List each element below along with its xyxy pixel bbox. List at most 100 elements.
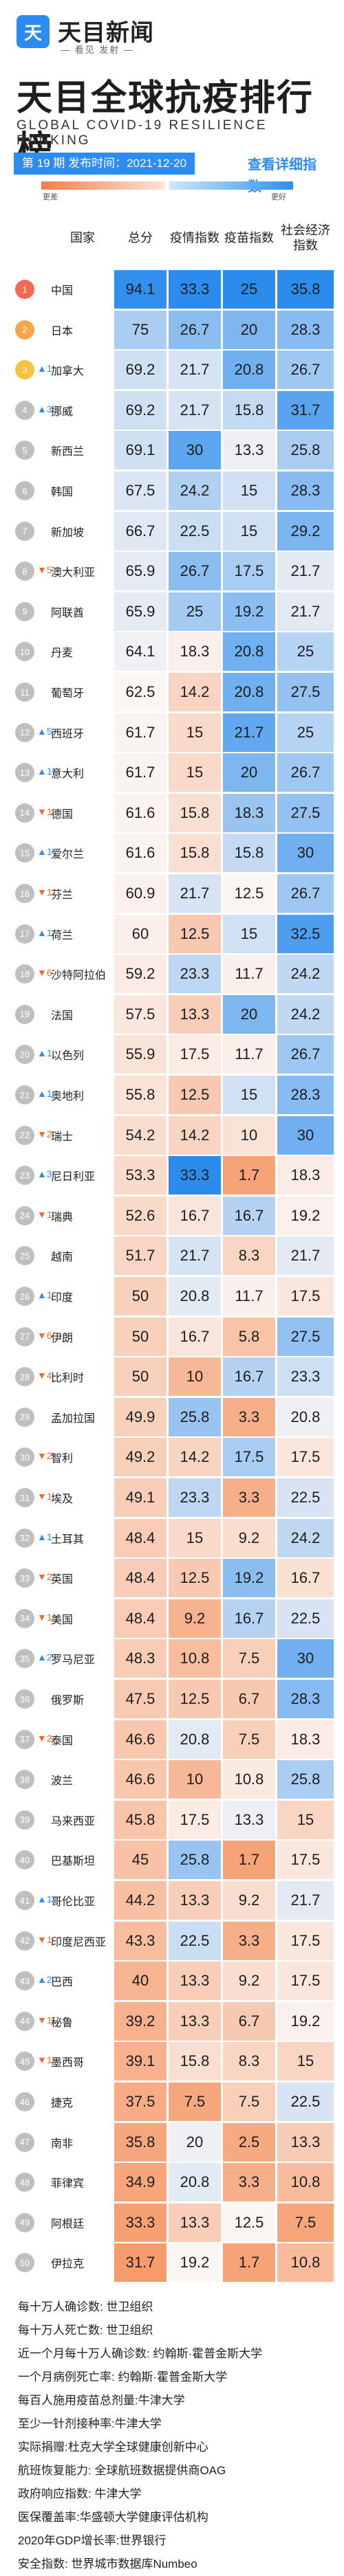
country-name: 罗马尼亚 xyxy=(51,1654,96,1667)
rank-change: ▲3 xyxy=(37,1168,52,1180)
epidemic-index-cell: 12.5 xyxy=(169,1680,221,1718)
rank-badge: 46 xyxy=(15,2092,34,2111)
epidemic-index-cell: 13.3 xyxy=(169,1962,221,2001)
country-name: 荷兰 xyxy=(51,929,74,942)
rank-badge: 41 xyxy=(15,1891,34,1910)
rank-badge: 19 xyxy=(15,1004,34,1024)
vaccine-index-cell: 13.3 xyxy=(223,1800,275,1839)
vaccine-index-cell: 9.2 xyxy=(223,1962,275,2001)
socioeconomic-index-cell: 28.3 xyxy=(277,1076,334,1114)
rank-badge: 2 xyxy=(15,320,34,340)
country-name: 智利 xyxy=(51,1453,74,1465)
page-subtitle: GLOBAL COVID-19 RESILIENCE RANKING xyxy=(17,118,268,148)
rank-change: ▼1 xyxy=(37,2014,52,2025)
table-row: 29 孟加拉国 49.9 25.8 3.3 20.8 xyxy=(10,1397,334,1437)
total-score-cell: 66.7 xyxy=(114,511,166,551)
table-row: 23 ▲3 尼日利亚 53.3 33.3 1.7 18.3 xyxy=(10,1155,334,1195)
socioeconomic-index-cell: 19.2 xyxy=(277,1196,334,1235)
total-score-cell: 61.7 xyxy=(114,753,166,792)
rank-badge: 16 xyxy=(15,884,34,903)
vaccine-index-cell: 16.7 xyxy=(223,1357,275,1397)
country-name: 菲律宾 xyxy=(51,2178,85,2190)
socioeconomic-index-cell: 15 xyxy=(277,2042,334,2081)
socioeconomic-index-cell: 21.7 xyxy=(277,592,334,631)
country-name: 中国 xyxy=(51,285,74,297)
rank-badge: 15 xyxy=(15,843,34,863)
socioeconomic-index-cell: 27.5 xyxy=(277,1317,334,1356)
vaccine-index-cell: 8.3 xyxy=(223,2042,275,2081)
epidemic-index-cell: 15.8 xyxy=(169,834,221,873)
epidemic-index-cell: 14.2 xyxy=(169,673,221,711)
vaccine-index-cell: 2.5 xyxy=(223,2122,275,2162)
total-score-cell: 49.9 xyxy=(114,1397,166,1436)
epidemic-index-cell: 12.5 xyxy=(169,1559,221,1598)
rank-badge: 20 xyxy=(15,1045,34,1065)
vaccine-index-cell: 1.7 xyxy=(223,1156,275,1195)
vaccine-index-cell: 8.3 xyxy=(223,1236,275,1276)
vaccine-index-cell: 10 xyxy=(223,1115,275,1155)
header-country: 国家 xyxy=(70,231,95,245)
country-name: 秘鲁 xyxy=(51,2017,74,2029)
epidemic-index-cell: 25.8 xyxy=(169,1841,221,1880)
data-sources: 每十万人确诊数: 世卫组织 每十万人死亡数: 世卫组织 近一个月每十万人确诊数: 约… xyxy=(18,2296,334,2576)
table-row: 40 巴基斯坦 45 25.8 1.7 17.5 xyxy=(10,1840,334,1880)
epidemic-index-cell: 22.5 xyxy=(169,1921,221,1960)
table-row: 25 越南 51.7 21.7 8.3 21.7 xyxy=(10,1236,334,1276)
table-row: 36 俄罗斯 47.5 12.5 6.7 28.3 xyxy=(10,1679,334,1719)
total-score-cell: 46.6 xyxy=(114,1720,166,1759)
source-note: 一个月病例死亡率: 约翰斯·霍普金斯大学 xyxy=(18,2370,228,2384)
table-row: 6 韩国 67.5 24.2 15 28.3 xyxy=(10,471,334,511)
rank-badge: 9 xyxy=(15,601,34,621)
socioeconomic-index-cell: 30 xyxy=(277,1639,334,1678)
socioeconomic-index-cell: 31.7 xyxy=(277,390,334,430)
total-score-cell: 67.5 xyxy=(114,471,166,510)
total-score-cell: 48.4 xyxy=(114,1599,166,1638)
socioeconomic-index-cell: 24.2 xyxy=(277,955,334,994)
epidemic-index-cell: 20.8 xyxy=(169,2163,221,2202)
table-row: 43 ▲2 巴西 40 13.3 9.2 17.5 xyxy=(10,1961,334,2001)
rank-badge: 30 xyxy=(15,1447,34,1467)
total-score-cell: 39.1 xyxy=(114,2042,166,2081)
source-note: 每十万人确诊数: 世卫组织 xyxy=(18,2300,153,2313)
country-name: 爱尔兰 xyxy=(51,849,85,861)
rank-change: ▼1 xyxy=(37,1208,52,1220)
detail-index-link[interactable]: 查看详细指数> xyxy=(248,157,316,195)
epidemic-index-cell: 12.5 xyxy=(169,1076,221,1114)
country-name: 葡萄牙 xyxy=(51,688,85,700)
table-row: 35 ▲2 罗马尼亚 48.3 10.8 7.5 30 xyxy=(10,1639,334,1678)
epidemic-index-cell: 7.5 xyxy=(169,2083,221,2121)
total-score-cell: 35.8 xyxy=(114,2122,166,2162)
vaccine-index-cell: 15 xyxy=(223,1076,275,1114)
table-row: 33 ▼2 英国 48.4 12.5 19.2 16.7 xyxy=(10,1558,334,1598)
total-score-cell: 65.9 xyxy=(114,552,166,591)
vaccine-index-cell: 7.5 xyxy=(223,1720,275,1759)
country-name: 沙特阿拉伯 xyxy=(51,970,107,982)
epidemic-index-cell: 13.3 xyxy=(169,2203,221,2242)
socioeconomic-index-cell: 21.7 xyxy=(277,1236,334,1276)
table-row: 1 中国 94.1 33.3 25 35.8 xyxy=(10,269,334,309)
table-row: 18 ▼6 沙特阿拉伯 59.2 23.3 11.7 24.2 xyxy=(10,954,334,994)
total-score-cell: 31.7 xyxy=(114,2243,166,2283)
vaccine-index-cell: 15 xyxy=(223,471,275,510)
country-name: 土耳其 xyxy=(51,1533,85,1546)
epidemic-index-cell: 30 xyxy=(169,431,221,470)
socioeconomic-index-cell: 17.5 xyxy=(277,1921,334,1960)
epidemic-index-cell: 19.2 xyxy=(169,2243,221,2283)
source-note: 政府响应指数: 牛津大学 xyxy=(18,2487,142,2500)
rank-badge: 23 xyxy=(15,1166,34,1186)
header-vaccine: 疫苗指数 xyxy=(224,231,274,245)
table-row: 45 ▼1 墨西哥 39.1 15.8 8.3 15 xyxy=(10,2041,334,2081)
socioeconomic-index-cell: 25.8 xyxy=(277,431,334,470)
header-total: 总分 xyxy=(128,231,153,245)
rank-change: ▼2 xyxy=(37,1571,52,1583)
header: 天 天目新闻 — 看见 发射 — 天目全球抗疫排行榜 GLOBAL COVID-… xyxy=(0,0,344,206)
socioeconomic-index-cell: 22.5 xyxy=(277,1599,334,1638)
epidemic-index-cell: 25 xyxy=(169,592,221,631)
total-score-cell: 60 xyxy=(114,914,166,953)
source-note: 航班恢复能力: 全球航班数据提供商OAG xyxy=(18,2464,226,2477)
total-score-cell: 61.6 xyxy=(114,793,166,832)
rank-badge: 32 xyxy=(15,1528,34,1548)
country-name: 新加坡 xyxy=(51,526,85,539)
vaccine-index-cell: 18.3 xyxy=(223,793,275,832)
total-score-cell: 62.5 xyxy=(114,673,166,711)
